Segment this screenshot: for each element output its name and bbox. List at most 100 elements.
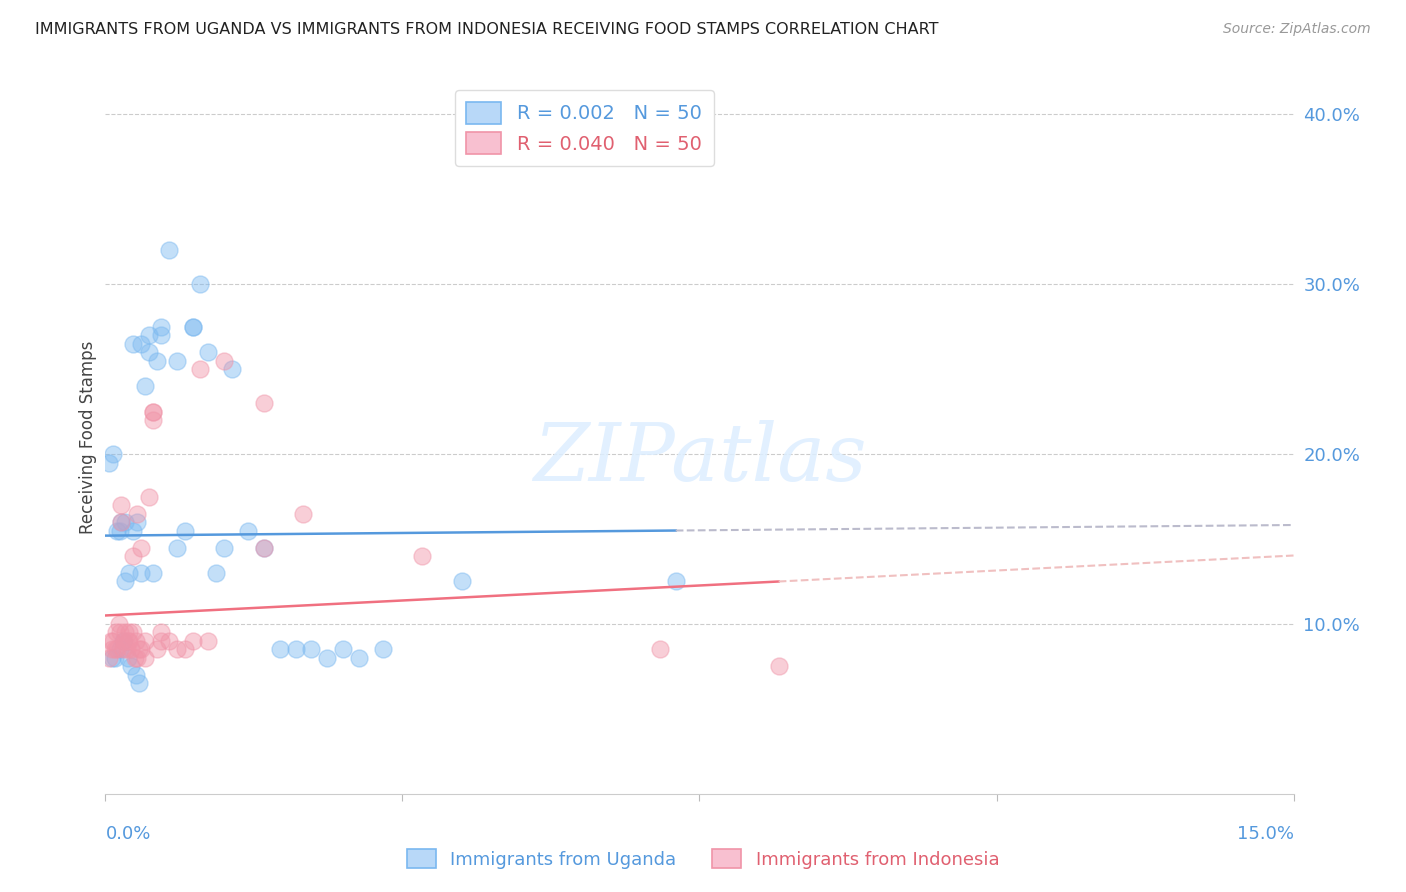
Text: ZIPatlas: ZIPatlas	[533, 420, 866, 497]
Point	[108, 617, 131, 632]
Point	[124, 634, 146, 648]
Point	[122, 625, 145, 640]
Point	[197, 634, 219, 648]
Point	[103, 447, 125, 461]
Text: 0.0%: 0.0%	[105, 825, 150, 843]
Point	[665, 574, 688, 589]
Point	[108, 642, 131, 657]
Point	[118, 625, 141, 640]
Text: IMMIGRANTS FROM UGANDA VS IMMIGRANTS FROM INDONESIA RECEIVING FOOD STAMPS CORREL: IMMIGRANTS FROM UGANDA VS IMMIGRANTS FRO…	[35, 22, 939, 37]
Point	[114, 515, 136, 529]
Point	[128, 676, 150, 690]
Point	[190, 362, 212, 376]
Point	[124, 651, 146, 665]
Point	[134, 651, 156, 665]
Point	[253, 541, 276, 555]
Point	[197, 345, 219, 359]
Text: 15.0%: 15.0%	[1236, 825, 1294, 843]
Point	[181, 634, 204, 648]
Legend: R = 0.002   N = 50, R = 0.040   N = 50: R = 0.002 N = 50, R = 0.040 N = 50	[454, 90, 713, 166]
Point	[128, 642, 150, 657]
Point	[253, 541, 276, 555]
Point	[108, 524, 131, 538]
Point	[269, 642, 291, 657]
Point	[114, 574, 136, 589]
Point	[104, 651, 127, 665]
Point	[134, 634, 156, 648]
Point	[100, 634, 122, 648]
Point	[101, 642, 124, 657]
Point	[104, 642, 127, 657]
Point	[98, 651, 121, 665]
Point	[450, 574, 472, 589]
Point	[411, 549, 433, 563]
Point	[181, 319, 204, 334]
Y-axis label: Receiving Food Stamps: Receiving Food Stamps	[79, 341, 97, 533]
Point	[214, 541, 236, 555]
Point	[166, 642, 188, 657]
Point	[332, 642, 354, 657]
Point	[236, 524, 259, 538]
Point	[122, 524, 145, 538]
Point	[149, 319, 172, 334]
Point	[103, 634, 125, 648]
Point	[105, 524, 128, 538]
Point	[118, 634, 141, 648]
Point	[129, 541, 152, 555]
Point	[120, 659, 142, 673]
Point	[347, 651, 370, 665]
Point	[122, 336, 145, 351]
Point	[134, 379, 156, 393]
Point	[316, 651, 339, 665]
Point	[157, 243, 180, 257]
Point	[181, 319, 204, 334]
Point	[129, 336, 152, 351]
Point	[117, 634, 139, 648]
Point	[129, 566, 152, 580]
Legend: Immigrants from Uganda, Immigrants from Indonesia: Immigrants from Uganda, Immigrants from …	[399, 842, 1007, 876]
Point	[142, 413, 165, 427]
Point	[142, 566, 165, 580]
Point	[149, 634, 172, 648]
Point	[111, 634, 134, 648]
Text: Source: ZipAtlas.com: Source: ZipAtlas.com	[1223, 22, 1371, 37]
Point	[253, 396, 276, 410]
Point	[110, 515, 132, 529]
Point	[129, 642, 152, 657]
Point	[105, 642, 128, 657]
Point	[108, 625, 131, 640]
Point	[149, 625, 172, 640]
Point	[112, 634, 135, 648]
Point	[146, 642, 169, 657]
Point	[648, 642, 671, 657]
Point	[124, 668, 146, 682]
Point	[205, 566, 228, 580]
Point	[110, 498, 132, 512]
Point	[292, 507, 315, 521]
Point	[114, 625, 136, 640]
Point	[118, 566, 141, 580]
Point	[221, 362, 243, 376]
Point	[138, 490, 160, 504]
Point	[284, 642, 307, 657]
Point	[166, 541, 188, 555]
Point	[214, 353, 236, 368]
Point	[149, 328, 172, 343]
Point	[101, 651, 124, 665]
Point	[157, 634, 180, 648]
Point	[190, 277, 212, 292]
Point	[146, 353, 169, 368]
Point	[138, 345, 160, 359]
Point	[173, 642, 195, 657]
Point	[111, 642, 134, 657]
Point	[299, 642, 322, 657]
Point	[117, 651, 139, 665]
Point	[127, 507, 149, 521]
Point	[173, 524, 195, 538]
Point	[120, 642, 142, 657]
Point	[166, 353, 188, 368]
Point	[371, 642, 394, 657]
Point	[115, 642, 138, 657]
Point	[142, 404, 165, 418]
Point	[110, 515, 132, 529]
